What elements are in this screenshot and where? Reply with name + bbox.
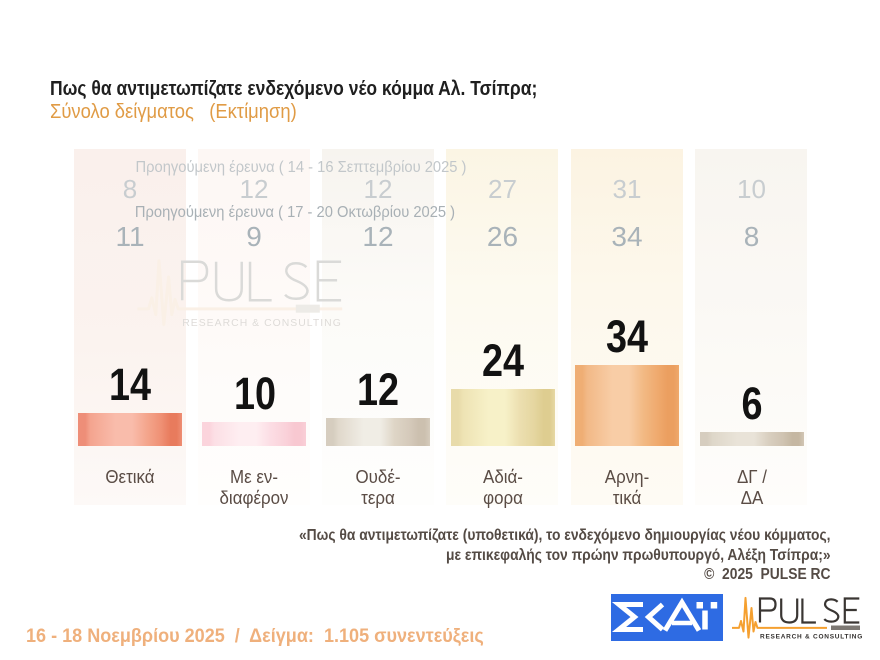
svg-text:RESEARCH & CONSULTING: RESEARCH & CONSULTING bbox=[182, 318, 342, 329]
svg-text:RESEARCH & CONSULTING: RESEARCH & CONSULTING bbox=[760, 634, 863, 641]
